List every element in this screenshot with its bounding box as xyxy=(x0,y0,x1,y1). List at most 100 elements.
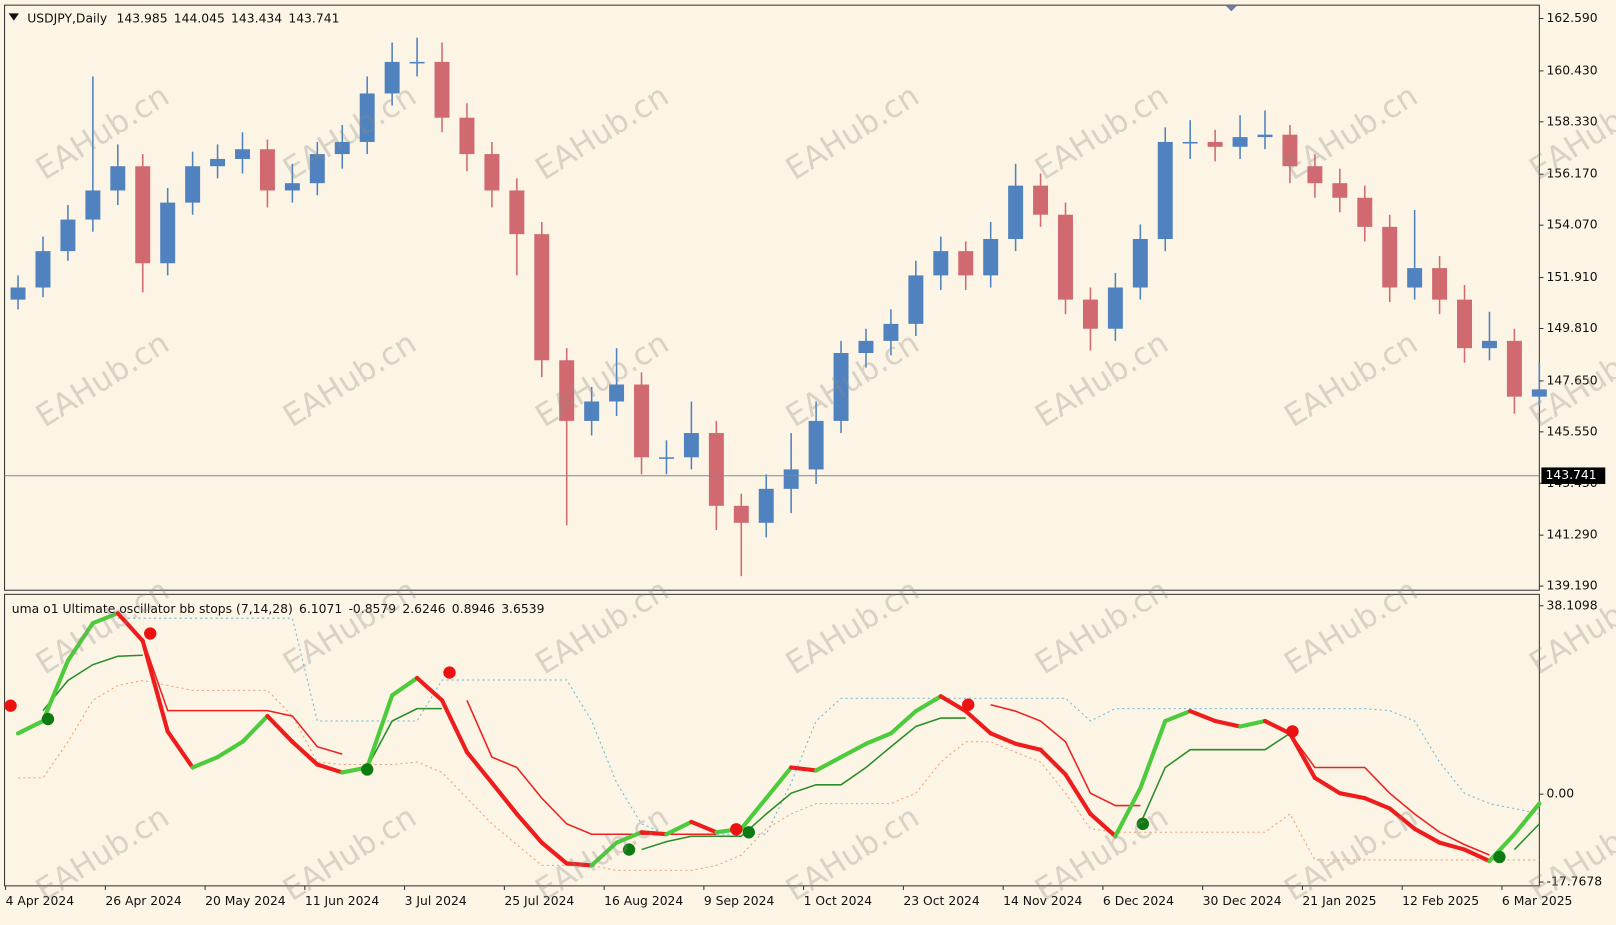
x-tick-label: 12 Feb 2025 xyxy=(1402,894,1479,908)
oscillator-segment xyxy=(190,755,220,770)
candle-body xyxy=(1107,287,1123,329)
oscillator-segment xyxy=(1013,741,1043,752)
oscillator-segment xyxy=(1238,718,1268,729)
oscillator-segment xyxy=(514,811,544,845)
candle-body xyxy=(1257,134,1273,138)
candle-body xyxy=(309,154,325,184)
oscillator-segment xyxy=(1088,811,1118,839)
header-low: 143.434 xyxy=(231,11,282,25)
x-tick-label: 9 Sep 2024 xyxy=(704,894,775,908)
indicator-value: 6.1071 xyxy=(299,601,342,615)
stop-line xyxy=(641,717,966,851)
menu-triangle[interactable] xyxy=(8,13,19,21)
oscillator-segment xyxy=(938,694,968,714)
stop-line xyxy=(1513,823,1540,851)
oscillator-segment xyxy=(1213,718,1243,729)
period-marker xyxy=(1225,5,1238,12)
oscillator-segment xyxy=(65,621,95,663)
x-tick-label: 4 Apr 2024 xyxy=(6,894,75,908)
candle-body xyxy=(1232,137,1248,147)
oscillator-segment xyxy=(888,709,918,736)
oscillator-segment xyxy=(988,731,1018,746)
candle-body xyxy=(534,234,550,361)
candle-body xyxy=(60,219,76,252)
signal-dot xyxy=(1286,725,1299,738)
candle-body xyxy=(1008,185,1024,239)
oscillator-segment xyxy=(838,741,869,760)
stop-line xyxy=(1139,732,1291,825)
header-open: 143.985 xyxy=(116,11,167,25)
signal-dot xyxy=(41,712,55,726)
signal-dot xyxy=(1493,850,1506,864)
candle-body xyxy=(359,93,375,142)
candle-body xyxy=(958,251,974,276)
candle-body xyxy=(1457,299,1473,349)
candle-body xyxy=(1207,141,1223,147)
oscillator-segment xyxy=(90,611,120,626)
candle-body xyxy=(783,469,799,489)
candle-body xyxy=(85,190,101,220)
oscillator-segment xyxy=(1262,718,1293,736)
indicator-value: -0.8579 xyxy=(348,601,396,615)
candle-body xyxy=(1506,340,1522,397)
y-tick-label: 147.650 xyxy=(1547,373,1598,387)
candle-body xyxy=(1382,226,1398,288)
oscillator-segment xyxy=(15,718,46,736)
current-price-label: 143.741 xyxy=(1546,468,1597,482)
y-tick-label: 149.810 xyxy=(1547,321,1598,335)
candle-body xyxy=(808,420,824,470)
candle-body xyxy=(1332,183,1348,198)
y-tick-label: 156.170 xyxy=(1547,167,1598,181)
candle-body xyxy=(284,183,300,191)
indicator-value: 3.6539 xyxy=(501,601,544,615)
y-tick-label: 145.550 xyxy=(1547,424,1598,438)
oscillator-segment xyxy=(1138,718,1168,791)
candle-body xyxy=(1282,134,1298,167)
oscillator-segment xyxy=(290,739,320,767)
candle-body xyxy=(584,401,600,421)
oscillator-segment xyxy=(789,765,819,773)
stop-line xyxy=(990,703,1141,807)
candle-body xyxy=(334,141,350,155)
stop-line xyxy=(366,707,443,768)
candle-body xyxy=(708,433,724,506)
y-tick-label: -17.7678 xyxy=(1547,875,1603,889)
oscillator-segment xyxy=(1038,747,1068,777)
oscillator-segment xyxy=(240,714,270,744)
price-pane xyxy=(4,37,1547,577)
y-tick-label: 0.00 xyxy=(1547,787,1575,801)
candle-body xyxy=(459,117,475,155)
candle-body xyxy=(1531,389,1547,397)
signal-dot xyxy=(144,627,157,640)
candle-body xyxy=(733,505,749,523)
x-tick-label: 6 Mar 2025 xyxy=(1502,894,1573,908)
candle-body xyxy=(1432,268,1448,300)
oscillator-segment xyxy=(1362,796,1392,811)
candle-body xyxy=(384,61,400,94)
oscillator-segment xyxy=(464,750,494,785)
candle-body xyxy=(634,384,650,458)
y-tick-label: 154.070 xyxy=(1547,218,1598,232)
oscillator-pane-frame xyxy=(4,593,1540,887)
candle-body xyxy=(1407,268,1423,288)
oscillator-segment xyxy=(1312,775,1342,796)
oscillator-segment xyxy=(1113,786,1143,839)
oscillator-segment xyxy=(1063,772,1093,817)
x-tick-label: 26 Apr 2024 xyxy=(105,894,182,908)
y-tick-label: 38.1098 xyxy=(1547,598,1598,612)
oscillator-segment xyxy=(589,840,619,868)
oscillator-segment xyxy=(639,830,669,837)
oscillator-segment xyxy=(764,765,794,801)
oscillator-segment xyxy=(215,739,245,760)
x-tick-label: 30 Dec 2024 xyxy=(1203,894,1282,908)
candle-body xyxy=(1357,197,1373,227)
oscillator-segment xyxy=(115,611,145,643)
current-price-box xyxy=(1541,467,1606,484)
y-tick-label: 158.330 xyxy=(1547,114,1598,128)
x-tick-label: 3 Jul 2024 xyxy=(405,894,467,908)
oscillator-segment xyxy=(1412,826,1442,845)
candle-body xyxy=(1058,214,1073,300)
candle-body xyxy=(883,323,899,341)
oscillator-segment xyxy=(390,675,420,698)
candle-body xyxy=(135,166,151,264)
